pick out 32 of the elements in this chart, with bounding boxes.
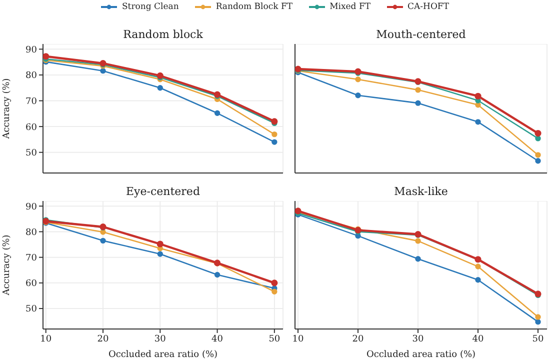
- chart-title: Eye-centered: [125, 185, 201, 198]
- x-tick-label: 50: [532, 334, 544, 344]
- x-tick-label: 30: [412, 334, 424, 344]
- y-tick-label: 70: [26, 254, 38, 264]
- x-tick-label: 40: [212, 334, 224, 344]
- x-tick-label: 10: [40, 334, 52, 344]
- x-axis-title: Occluded area ratio (%): [108, 350, 218, 360]
- y-tick-label: 60: [26, 279, 38, 290]
- y-axis-title: Accuracy (%): [2, 78, 12, 140]
- x-tick-label: 50: [268, 334, 280, 344]
- y-tick-label: 90: [26, 202, 38, 212]
- y-tick-label: 50: [26, 148, 38, 159]
- legend-label: Strong Clean: [122, 2, 179, 12]
- legend-label: CA-HOFT: [408, 2, 449, 12]
- y-tick-label: 80: [26, 228, 38, 238]
- y-tick-label: 50: [26, 304, 38, 315]
- x-tick-label: 40: [472, 334, 484, 344]
- x-tick-label: 10: [292, 334, 304, 344]
- y-tick-label: 70: [26, 96, 38, 107]
- x-tick-label: 30: [154, 334, 166, 344]
- y-tick-label: 90: [26, 45, 38, 56]
- legend-label: Mixed FT: [330, 2, 371, 12]
- x-axis-title: Occluded area ratio (%): [366, 350, 476, 360]
- chart-title: Mask-like: [393, 185, 449, 198]
- x-tick-label: 20: [97, 334, 109, 344]
- x-tick-label: 20: [352, 334, 364, 344]
- y-axis-title: Accuracy (%): [2, 234, 12, 296]
- chart-title: Mouth-centered: [375, 28, 467, 41]
- y-tick-label: 60: [26, 122, 38, 133]
- y-tick-label: 80: [26, 71, 38, 82]
- chart-title: Random block: [122, 28, 204, 41]
- legend-label: Random Block FT: [216, 2, 293, 12]
